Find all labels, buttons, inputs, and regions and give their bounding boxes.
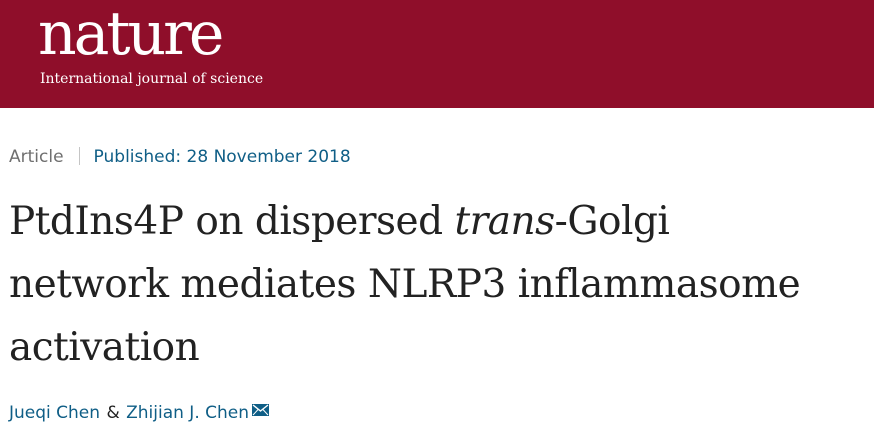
nature-logo-link[interactable]: nature International journal of science bbox=[38, 2, 263, 88]
author-separator: & bbox=[106, 403, 120, 423]
title-line-2: network mediates NLRP3 inflammasome bbox=[9, 262, 801, 307]
title-text: -Golgi bbox=[554, 199, 670, 244]
title-line-1: PtdIns4P on dispersed trans-Golgi bbox=[9, 190, 871, 253]
nature-logo: nature bbox=[38, 0, 224, 69]
title-text: PtdIns4P on dispersed bbox=[9, 199, 455, 244]
article-type: Article bbox=[9, 147, 64, 167]
title-italic-text: trans bbox=[454, 199, 555, 244]
title-line-3: activation bbox=[9, 325, 200, 370]
masthead: nature International journal of science bbox=[0, 0, 874, 108]
logo-tagline: International journal of science bbox=[40, 71, 264, 87]
article-meta: Article Published: 28 November 2018 bbox=[9, 146, 351, 168]
author-link-jueqi-chen[interactable]: Jueqi Chen bbox=[9, 403, 101, 423]
meta-divider bbox=[78, 147, 80, 165]
published-label: Published: bbox=[93, 147, 182, 167]
article-title: PtdIns4P on dispersed trans-Golgi networ… bbox=[9, 190, 871, 379]
published-date: 28 November 2018 bbox=[186, 147, 351, 167]
author-list: Jueqi Chen & Zhijian J. Chen bbox=[9, 400, 270, 424]
author-link-zhijian-chen[interactable]: Zhijian J. Chen bbox=[126, 403, 250, 423]
mail-icon[interactable] bbox=[252, 400, 270, 422]
